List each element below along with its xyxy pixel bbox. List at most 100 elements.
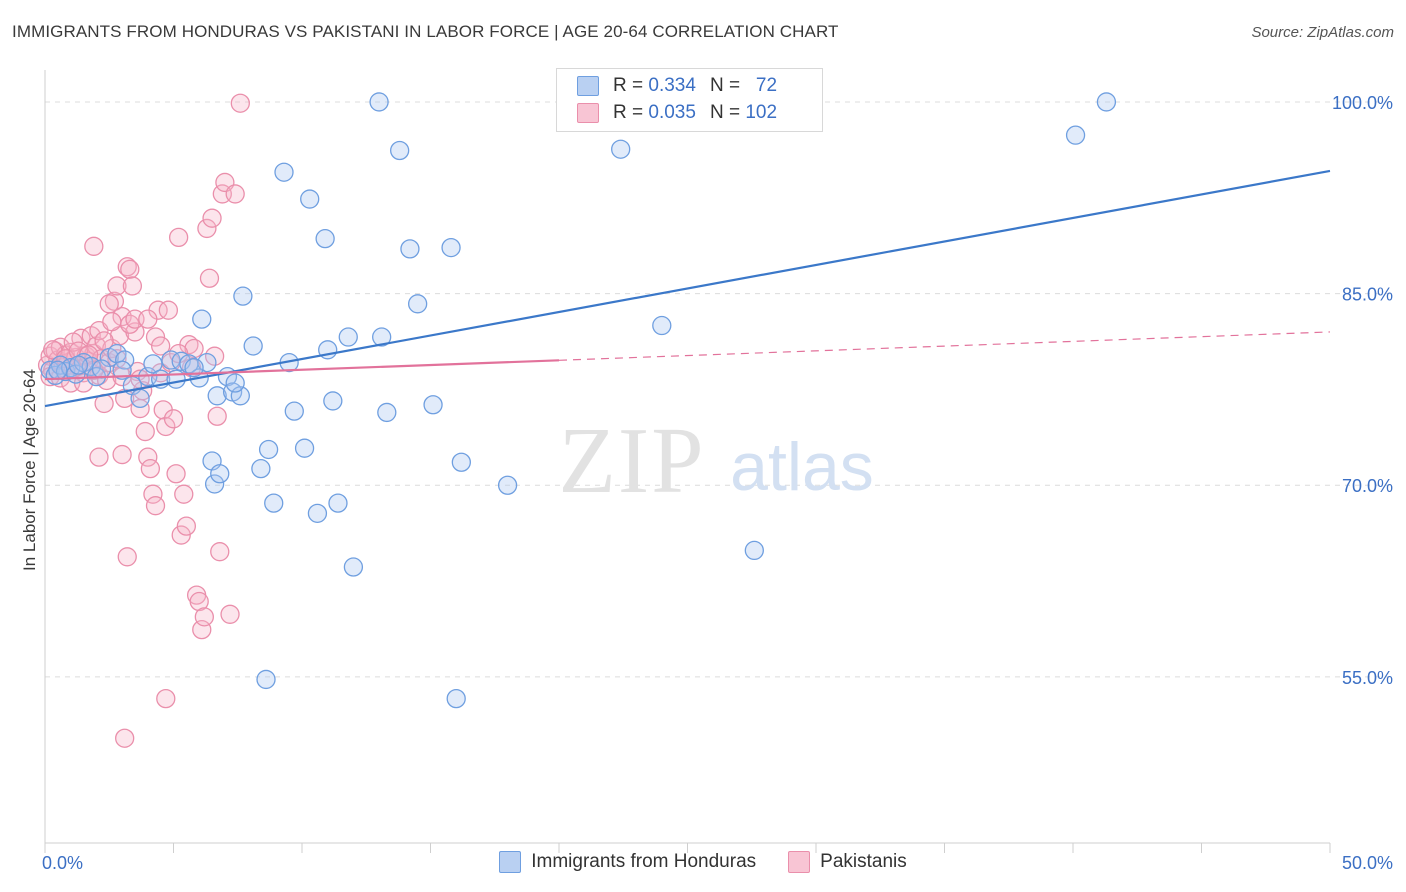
honduras-point: [294, 438, 315, 458]
legend-swatch-honduras: [499, 851, 522, 873]
x-tick-label: 0.0%: [42, 853, 83, 873]
legend-row-honduras: R = 0.334 N = 72: [577, 73, 777, 99]
legend-label-pakistanis: Pakistanis: [820, 851, 907, 872]
pakistanis-point: [115, 728, 135, 748]
honduras-point: [68, 355, 89, 375]
y-tick-label: 85.0%: [1342, 285, 1393, 305]
honduras-point: [233, 286, 253, 306]
legend-item-honduras[interactable]: Immigrants from Honduras: [499, 851, 756, 873]
honduras-point: [143, 354, 163, 374]
legend-r-label: R =: [613, 102, 644, 123]
honduras-point: [372, 327, 392, 347]
chart-title: IMMIGRANTS FROM HONDURAS VS PAKISTANI IN…: [12, 22, 839, 41]
honduras-point: [225, 373, 245, 393]
pakistanis-point: [189, 591, 209, 612]
honduras-point: [611, 139, 631, 159]
trend-lines: [44, 169, 1331, 408]
legend-swatch-honduras: [577, 76, 599, 96]
y-tick-label: 100.0%: [1332, 93, 1393, 113]
pakistanis-point: [174, 484, 194, 504]
pakistanis-point: [107, 349, 127, 369]
honduras-point: [48, 360, 68, 380]
honduras-point: [1096, 92, 1117, 112]
legend-n-value: 72: [755, 75, 778, 96]
legend-r-value: 0.334: [648, 75, 696, 96]
pakistanis-point: [117, 547, 137, 567]
honduras-point: [184, 358, 204, 378]
pakistanis-point: [68, 341, 89, 361]
honduras-point: [258, 439, 279, 460]
grid-lines: [45, 101, 1395, 678]
pakistanis-point: [145, 496, 166, 516]
honduras-point: [441, 237, 461, 258]
honduras-trend-line: [44, 169, 1331, 408]
pakistanis-point: [210, 542, 230, 562]
pakistanis-point: [143, 484, 163, 504]
pakistanis-point: [89, 447, 109, 467]
watermark-atlas: atlas: [730, 429, 874, 505]
honduras-point: [451, 452, 471, 472]
legend-r-label: R =: [613, 75, 644, 96]
pakistanis-point: [168, 343, 189, 364]
honduras-point: [328, 493, 348, 513]
pakistanis-point: [204, 346, 225, 366]
pakistanis-point: [230, 93, 250, 113]
legend-r-value: 0.035: [648, 102, 696, 123]
legend-row-pakistanis: R = 0.035 N = 102: [577, 100, 777, 126]
pakistanis-point: [135, 421, 155, 442]
pakistanis-point: [84, 236, 104, 256]
chart-source: Source: ZipAtlas.com: [1251, 24, 1394, 41]
honduras-point: [91, 359, 112, 379]
legend-item-pakistanis[interactable]: Pakistanis: [788, 851, 907, 873]
honduras-point: [192, 309, 212, 329]
honduras-point: [284, 401, 304, 421]
honduras-point: [210, 464, 230, 484]
pakistanis-point: [194, 607, 214, 627]
pakistanis-point: [156, 416, 176, 437]
pakistanis-point: [120, 259, 140, 279]
pakistanis-point: [166, 464, 186, 484]
honduras-point: [315, 229, 335, 249]
honduras-point: [130, 388, 150, 409]
pakistanis-point: [220, 604, 240, 624]
pakistanis-point: [104, 291, 125, 311]
honduras-point: [251, 458, 271, 479]
pakistanis-point: [207, 406, 227, 426]
pakistanis-point: [176, 516, 197, 536]
pakistanis-point: [63, 332, 83, 352]
watermark: ZIP atlas: [559, 409, 874, 513]
pakistanis-point: [112, 444, 132, 465]
honduras-point: [407, 294, 428, 314]
pakistanis-point: [171, 525, 191, 545]
pakistanis-point: [163, 409, 184, 429]
honduras-point: [256, 669, 276, 690]
honduras-point: [300, 189, 320, 209]
pakistanis-point: [122, 276, 143, 296]
honduras-point: [652, 315, 672, 336]
honduras-point: [207, 386, 227, 406]
honduras-point: [243, 336, 263, 356]
pakistanis-point: [158, 300, 179, 320]
legend-n-value: 102: [745, 102, 778, 123]
honduras-point: [338, 327, 358, 347]
honduras-point: [400, 239, 420, 259]
pakistanis-point: [202, 208, 222, 228]
honduras-point: [166, 369, 186, 389]
pakistanis-trend-extension: [558, 331, 1331, 361]
watermark-zip: ZIP: [559, 409, 706, 513]
pakistanis-points: [37, 93, 250, 748]
legend-n-label: N =: [709, 75, 741, 96]
pakistanis-trend-line: [44, 359, 560, 381]
pakistanis-point: [199, 268, 220, 288]
pakistanis-point: [225, 184, 245, 204]
pakistanis-point: [156, 688, 176, 709]
honduras-point: [369, 92, 389, 112]
honduras-point: [307, 503, 328, 524]
axes: [44, 70, 1331, 853]
legend-swatch-pakistanis: [788, 851, 811, 873]
series-legend: Immigrants from Honduras Pakistanis: [0, 851, 1406, 873]
pakistanis-point: [145, 327, 166, 347]
honduras-point: [323, 391, 343, 411]
legend-n-label: N =: [709, 102, 741, 123]
